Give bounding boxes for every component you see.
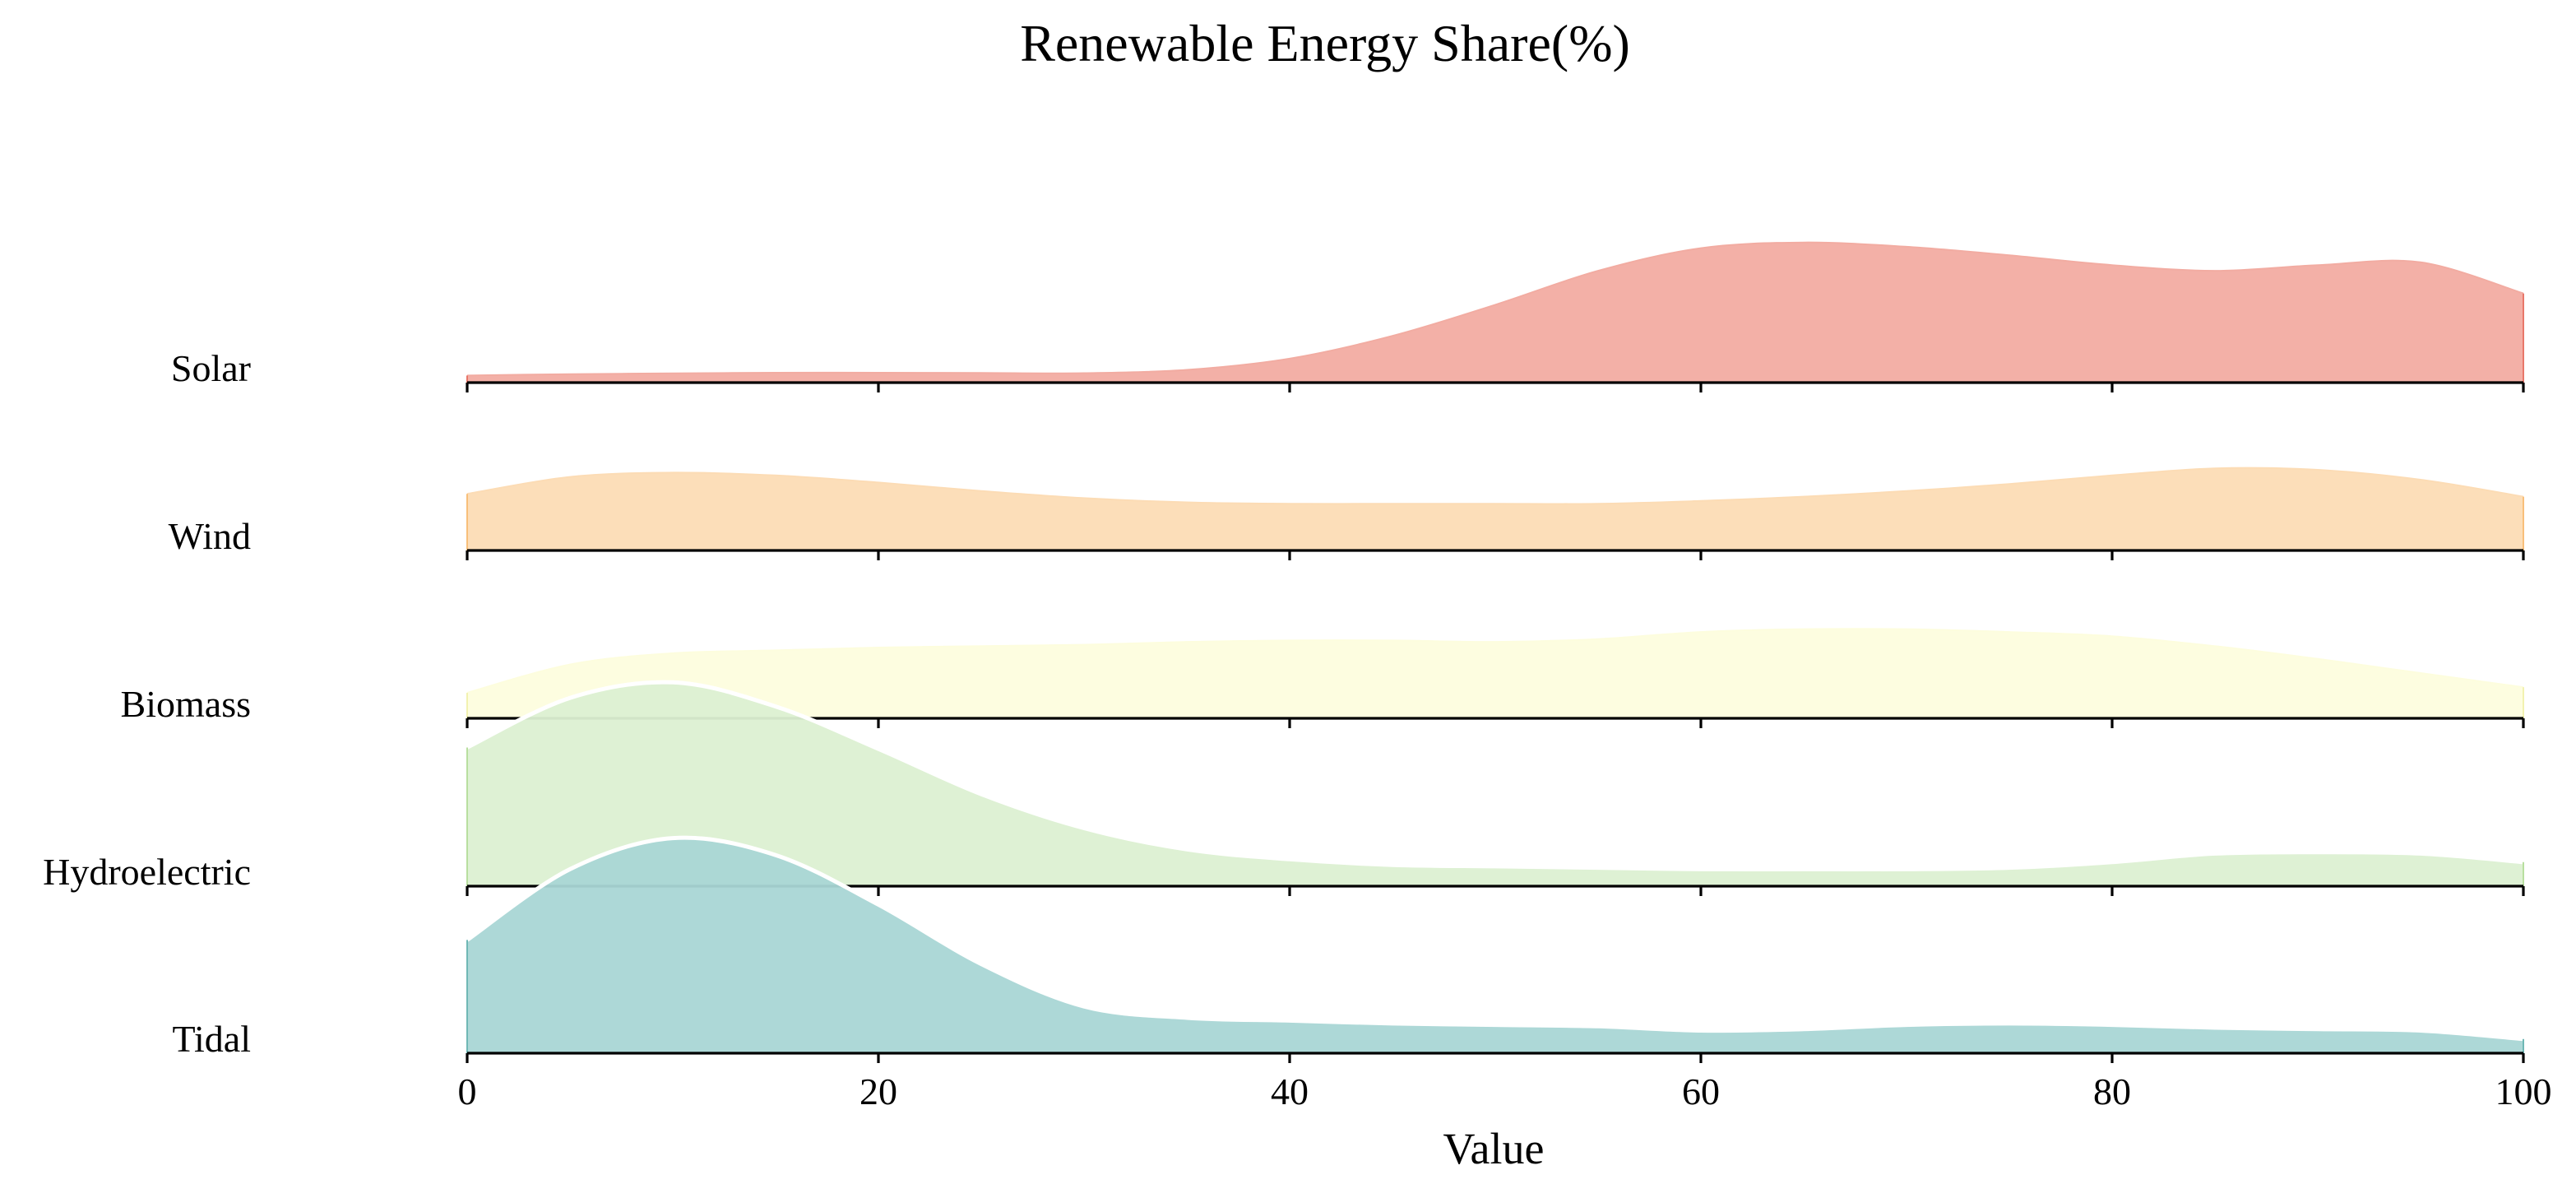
x-tick-label-40: 40 (1271, 1070, 1309, 1112)
x-tick-label-0: 0 (458, 1070, 477, 1112)
ridge-outline-solar (466, 241, 2524, 377)
x-tick-label-20: 20 (859, 1070, 897, 1112)
row-label-tidal: Tidal (173, 1018, 251, 1060)
ridge-area-solar (467, 242, 2523, 383)
ridge-area-hydroelectric (467, 682, 2523, 886)
chart-title: Renewable Energy Share(%) (1020, 14, 1630, 72)
x-axis-title: Value (1443, 1124, 1545, 1173)
x-tick-label-100: 100 (2495, 1070, 2552, 1112)
ridges-group: Solar Wind Biomass Hydroelectric Tidal (43, 241, 2525, 1063)
x-tick-label-60: 60 (1682, 1070, 1720, 1112)
ridge-area-biomass (467, 629, 2523, 718)
row-label-hydroelectric: Hydroelectric (43, 851, 251, 893)
x-axis: 0 20 40 60 80 100 (458, 1070, 2552, 1112)
ridge-outline-wind (466, 467, 2524, 505)
ridge-outline-tidal (466, 835, 2524, 1042)
ridge-outline-hydroelectric (466, 680, 2524, 871)
row-label-biomass: Biomass (121, 683, 251, 725)
x-tick-label-80: 80 (2093, 1070, 2131, 1112)
row-label-solar: Solar (171, 347, 251, 389)
ridge-area-wind (467, 467, 2523, 550)
row-label-wind: Wind (169, 515, 251, 557)
ridge-outline-biomass (466, 628, 2524, 694)
ridge-area-tidal (467, 838, 2523, 1053)
